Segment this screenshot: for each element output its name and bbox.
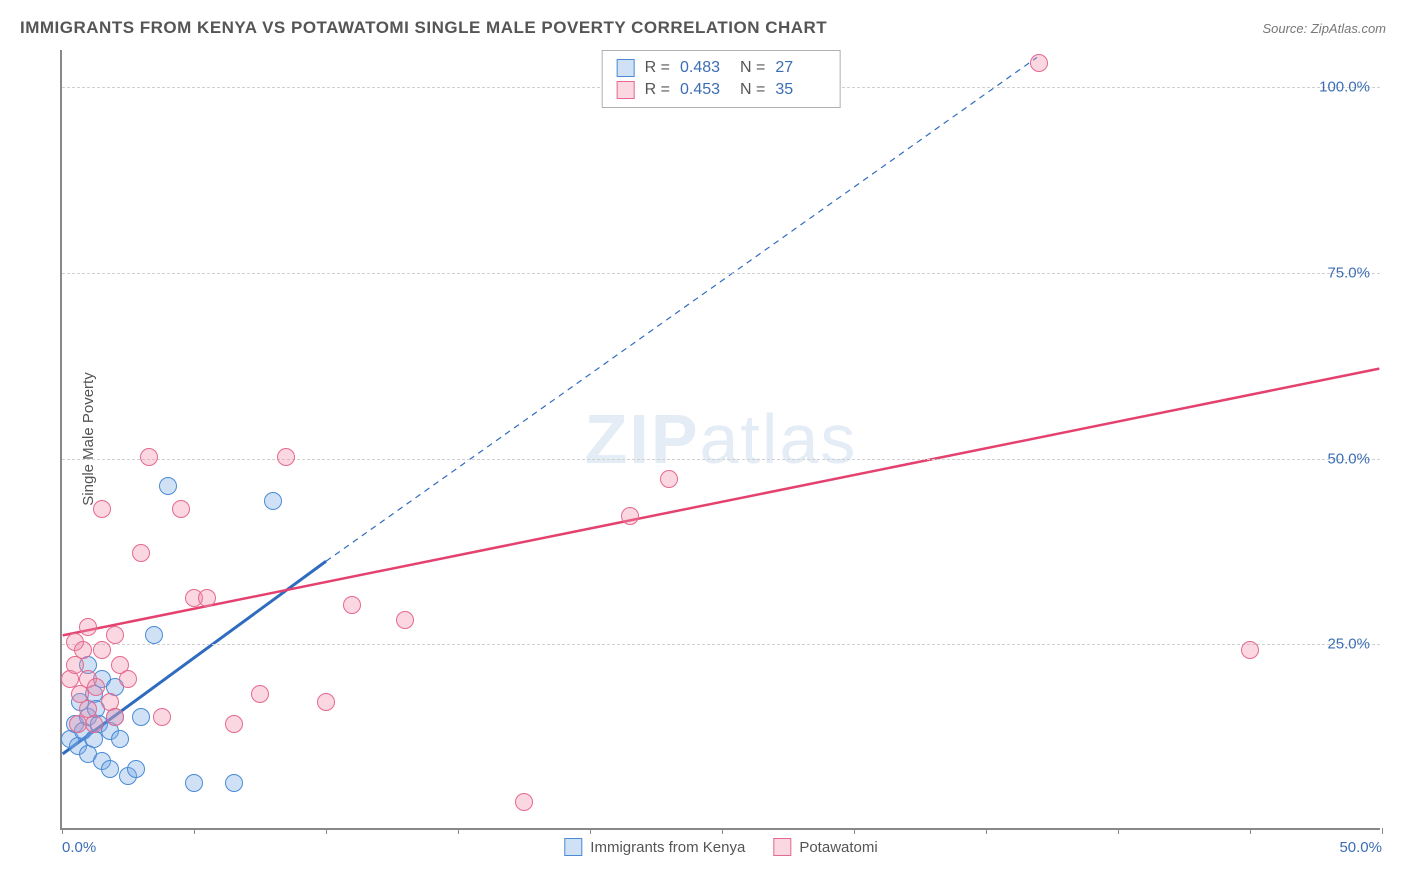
- gridline: [62, 459, 1380, 460]
- r-value: 0.483: [680, 59, 730, 77]
- data-point: [264, 492, 282, 510]
- y-tick-label: 100.0%: [1319, 79, 1370, 96]
- trend-line-extrapolation: [326, 57, 1037, 561]
- data-point: [277, 448, 295, 466]
- legend-swatch: [617, 81, 635, 99]
- data-point: [145, 626, 163, 644]
- legend-item: Potawatomi: [773, 838, 877, 856]
- watermark: ZIPatlas: [585, 399, 858, 479]
- data-point: [396, 611, 414, 629]
- data-point: [225, 774, 243, 792]
- x-tick-mark: [1250, 828, 1251, 834]
- data-point: [69, 715, 87, 733]
- x-tick-mark: [986, 828, 987, 834]
- data-point: [111, 730, 129, 748]
- data-point: [251, 685, 269, 703]
- legend-swatch: [773, 838, 791, 856]
- n-label: N =: [740, 81, 765, 99]
- chart-title: IMMIGRANTS FROM KENYA VS POTAWATOMI SING…: [20, 18, 827, 38]
- legend-swatch: [564, 838, 582, 856]
- data-point: [106, 626, 124, 644]
- n-value: 35: [775, 81, 825, 99]
- data-point: [185, 774, 203, 792]
- x-tick-label: 50.0%: [1339, 839, 1382, 856]
- data-point: [515, 793, 533, 811]
- x-tick-mark: [1118, 828, 1119, 834]
- data-point: [119, 670, 137, 688]
- data-point: [225, 715, 243, 733]
- r-label: R =: [645, 81, 670, 99]
- y-tick-label: 50.0%: [1327, 450, 1370, 467]
- n-value: 27: [775, 59, 825, 77]
- y-tick-label: 25.0%: [1327, 636, 1370, 653]
- data-point: [140, 448, 158, 466]
- n-label: N =: [740, 59, 765, 77]
- data-point: [1030, 54, 1048, 72]
- data-point: [132, 544, 150, 562]
- stats-row: R = 0.453 N = 35: [617, 79, 826, 101]
- data-point: [660, 470, 678, 488]
- data-point: [101, 760, 119, 778]
- trend-line: [63, 369, 1380, 636]
- legend-label: Potawatomi: [799, 839, 877, 856]
- data-point: [1241, 641, 1259, 659]
- data-point: [159, 477, 177, 495]
- data-point: [93, 641, 111, 659]
- plot-area: Single Male Poverty ZIPatlas 25.0% 50.0% 7…: [60, 50, 1380, 830]
- data-point: [87, 678, 105, 696]
- x-tick-mark: [722, 828, 723, 834]
- x-tick-label: 0.0%: [62, 839, 96, 856]
- data-point: [132, 708, 150, 726]
- y-axis-label: Single Male Poverty: [80, 372, 97, 505]
- x-tick-mark: [62, 828, 63, 834]
- x-tick-mark: [1382, 828, 1383, 834]
- data-point: [79, 618, 97, 636]
- x-tick-mark: [854, 828, 855, 834]
- data-point: [74, 641, 92, 659]
- y-tick-label: 75.0%: [1327, 264, 1370, 281]
- data-point: [127, 760, 145, 778]
- data-point: [153, 708, 171, 726]
- x-tick-mark: [194, 828, 195, 834]
- x-tick-mark: [458, 828, 459, 834]
- r-label: R =: [645, 59, 670, 77]
- source-attribution: Source: ZipAtlas.com: [1262, 21, 1386, 36]
- gridline: [62, 273, 1380, 274]
- correlation-stats-box: R = 0.483 N = 27 R = 0.453 N = 35: [602, 50, 841, 108]
- x-tick-mark: [326, 828, 327, 834]
- x-tick-mark: [590, 828, 591, 834]
- data-point: [172, 500, 190, 518]
- data-point: [93, 500, 111, 518]
- r-value: 0.453: [680, 81, 730, 99]
- legend-label: Immigrants from Kenya: [590, 839, 745, 856]
- data-point: [317, 693, 335, 711]
- gridline: [62, 644, 1380, 645]
- data-point: [198, 589, 216, 607]
- legend-swatch: [617, 59, 635, 77]
- data-point: [343, 596, 361, 614]
- data-point: [106, 708, 124, 726]
- stats-row: R = 0.483 N = 27: [617, 57, 826, 79]
- bottom-legend: Immigrants from Kenya Potawatomi: [564, 838, 877, 856]
- legend-item: Immigrants from Kenya: [564, 838, 745, 856]
- data-point: [621, 507, 639, 525]
- trend-lines-layer: [62, 50, 1380, 828]
